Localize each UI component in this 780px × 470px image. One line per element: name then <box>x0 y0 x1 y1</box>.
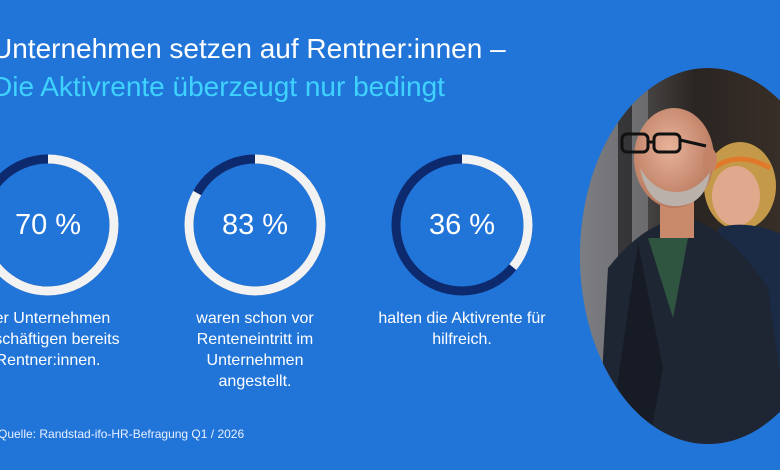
donut-chart-2: 83 % <box>184 154 326 296</box>
photo-older-man-icon <box>578 68 780 448</box>
donut-chart-3: 36 % <box>391 154 533 296</box>
donut-chart-1: 70 % <box>0 154 119 296</box>
donut-value-label-3: 36 % <box>429 209 495 241</box>
stat-caption-3: halten die Aktivrente für hilfreich. <box>378 310 546 348</box>
page-title: Unternehmen setzen auf Rentner:innen – D… <box>0 30 506 106</box>
stat-3: 36 % halten die Aktivrente für hilfreich… <box>376 150 548 350</box>
donut-arc-2 <box>184 154 326 296</box>
title-line-1: Unternehmen setzen auf Rentner:innen – <box>0 33 506 64</box>
donut-value-label-1: 70 % <box>15 209 81 241</box>
title-line-2: Die Aktivrente überzeugt nur bedingt <box>0 71 445 102</box>
donut-arc-3 <box>391 154 533 296</box>
stat-2: 83 % waren schon vor Renteneintritt im U… <box>169 150 341 392</box>
stat-caption-1: der Unternehmen beschäftigen bereits Ren… <box>0 310 120 369</box>
source-note: Quelle: Randstad-ifo-HR-Befragung Q1 / 2… <box>0 427 245 441</box>
donut-arc-1 <box>0 154 119 296</box>
stat-1: 70 % der Unternehmen beschäftigen bereit… <box>0 150 134 371</box>
donut-value-label-2: 83 % <box>222 209 288 241</box>
stat-caption-2: waren schon vor Renteneintritt im Untern… <box>196 310 314 390</box>
